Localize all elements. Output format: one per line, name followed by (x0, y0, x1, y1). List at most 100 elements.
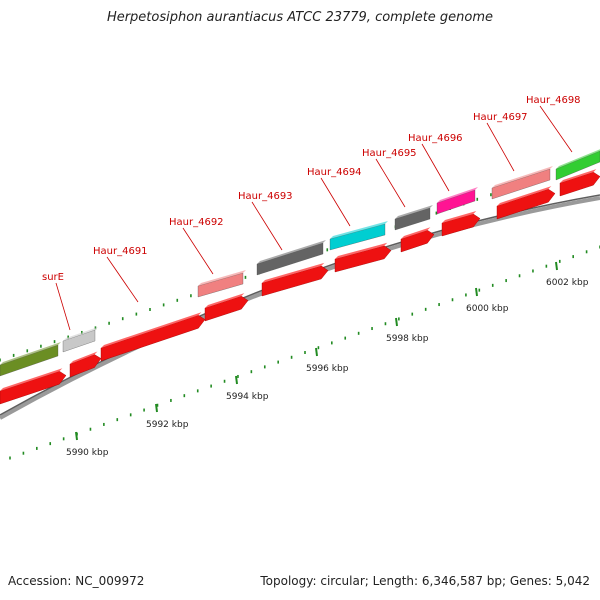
cds-arrow (100, 315, 206, 362)
gene-label: Haur_4698 (526, 95, 581, 106)
kbp-labels: 5990 kbp 5992 kbp 5994 kbp 5996 kbp 5998 kbp… (66, 278, 589, 458)
outer-tick (196, 389, 199, 393)
gene-label-leader (486, 122, 515, 172)
cds-arrow-top (560, 169, 597, 183)
backbone-line (0, 196, 600, 420)
gene-label: Haur_4691 (93, 246, 148, 257)
kbp-label: 5992 kbp (146, 420, 189, 430)
gene-label-leader (421, 143, 450, 192)
cds-arrow-top (335, 242, 388, 259)
backbone-edge (0, 194, 600, 416)
inner-tick (476, 197, 479, 201)
gene-label: Haur_4697 (473, 112, 528, 123)
feature-block-top (395, 205, 433, 219)
genome-backbone (0, 194, 600, 420)
major-tick (75, 431, 78, 441)
inner-tick (53, 340, 56, 344)
inner-tick (81, 330, 83, 334)
cds-arrow-top (205, 293, 245, 308)
outer-tick (304, 351, 306, 354)
outer-tick (545, 264, 548, 268)
outer-tick (210, 384, 212, 388)
gene-label-leader (106, 256, 139, 303)
cds-arrow-top (401, 227, 431, 239)
gene-label: Haur_4692 (169, 217, 224, 228)
outer-tick (558, 259, 561, 263)
inner-tick (244, 275, 247, 279)
inner-tick (12, 353, 15, 357)
outer-tick (103, 422, 105, 426)
outer-tick (518, 274, 521, 278)
major-tick (475, 287, 478, 297)
inner-tick (40, 344, 42, 348)
outer-tick (465, 293, 467, 297)
outer-tick (331, 341, 333, 345)
outer-tick (49, 442, 52, 446)
outer-tick (277, 360, 279, 364)
cds-arrow (400, 229, 435, 253)
inner-tick (108, 321, 110, 325)
outer-tick (290, 355, 293, 359)
inner-tick (26, 349, 29, 353)
feature-block-top (492, 166, 553, 188)
feature-block-top (556, 149, 600, 169)
cds-arrow-top (0, 368, 63, 391)
accession-text: Accession: NC_009972 (8, 574, 145, 588)
cds-arrow (334, 245, 392, 273)
genome-summary-text: Topology: circular; Length: 6,346,587 bp… (260, 574, 590, 588)
gene-label: Haur_4694 (307, 167, 362, 178)
kbp-label: 5998 kbp (386, 334, 429, 344)
outer-tick (116, 418, 119, 422)
feature-block-top (0, 342, 61, 365)
outer-tick (384, 322, 387, 326)
feature-block-top (437, 187, 478, 203)
outer-tick (411, 312, 414, 316)
cds-arrow-top (101, 312, 202, 348)
feature-block-top (257, 240, 326, 264)
outer-tick (183, 394, 186, 398)
feature-block-top (63, 327, 98, 341)
inner-tick (94, 326, 97, 330)
outer-tick (156, 403, 159, 407)
cds-arrow (441, 213, 481, 237)
gene-label: Haur_4695 (362, 148, 417, 159)
outer-tick (357, 331, 360, 335)
gene-label-leader (375, 158, 406, 208)
outer-tick (532, 269, 534, 273)
cds-arrow-top (70, 351, 98, 364)
kbp-label: 6002 kbp (546, 278, 589, 288)
major-tick (155, 403, 158, 413)
major-tick (555, 261, 558, 271)
cds-arrow-top (442, 210, 477, 223)
inner-tick (135, 312, 138, 316)
gene-label-leader (539, 105, 573, 153)
outer-tick (129, 413, 132, 417)
major-tick (235, 375, 238, 385)
cds-arrow (204, 295, 249, 322)
cds-arrow (261, 265, 329, 297)
kbp-label: 5990 kbp (66, 448, 109, 458)
outer-tick (317, 346, 320, 350)
feature-block-top (330, 221, 388, 239)
outer-tick (223, 379, 226, 383)
inner-tick (435, 211, 438, 215)
major-tick (315, 347, 318, 357)
cds-arrow (69, 354, 102, 378)
cds-track (0, 169, 600, 405)
outer-tick (36, 446, 38, 450)
outer-tick (585, 250, 588, 254)
gene-label: Haur_4693 (238, 191, 293, 202)
cds-arrow (559, 171, 600, 197)
feature-block (197, 272, 244, 298)
inner-tick (149, 308, 151, 311)
outer-tick (398, 317, 400, 321)
inner-tick (67, 335, 69, 339)
kbp-label: 6000 kbp (466, 304, 509, 314)
outer-tick (478, 288, 481, 292)
outer-tick (170, 398, 172, 402)
inner-tick (190, 294, 192, 298)
feature-block (394, 207, 431, 231)
cds-arrow-top (497, 186, 552, 206)
kbp-label: 5994 kbp (226, 392, 269, 402)
